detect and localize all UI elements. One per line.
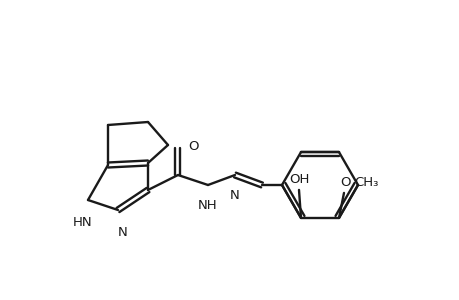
Text: CH₃: CH₃ bbox=[353, 176, 377, 189]
Text: O: O bbox=[340, 176, 351, 189]
Text: HN: HN bbox=[73, 216, 93, 229]
Text: N: N bbox=[230, 189, 239, 202]
Text: NH: NH bbox=[198, 199, 218, 212]
Text: OH: OH bbox=[288, 173, 308, 186]
Text: O: O bbox=[188, 140, 198, 152]
Text: N: N bbox=[118, 226, 128, 239]
